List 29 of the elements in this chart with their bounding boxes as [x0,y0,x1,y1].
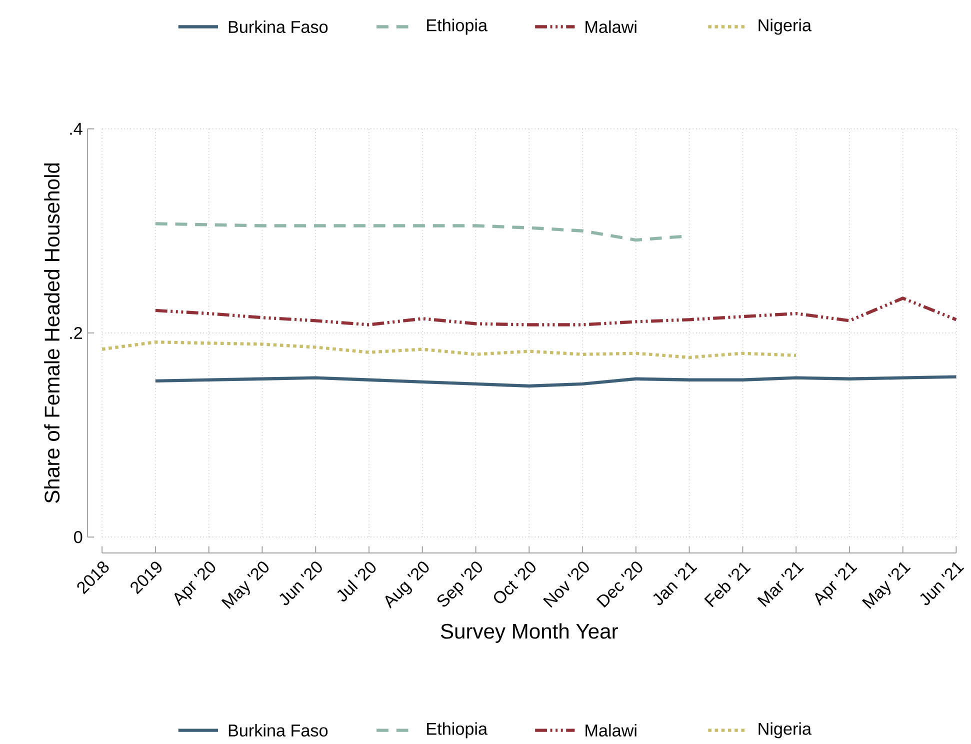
legend-label: Malawi [586,20,636,33]
y-tick-label: .4 [70,122,82,135]
y-tick-label: 0 [74,530,82,544]
y-tick-label: .2 [70,326,82,339]
x-tick-label: Jan '21 [653,562,698,606]
x-tick-label: Mar '21 [757,562,804,607]
legend-label: Nigeria [758,18,812,35]
y-axis-title: Share of Female Headed Household [44,163,60,503]
x-tick-label: Apr '21 [815,562,858,606]
text: Burkina Faso [228,20,328,33]
x-tick-label: Sep '20 [437,562,482,607]
text: Nigeria [758,722,812,738]
x-tick-label: Apr '20 [174,562,216,606]
x-tick-label: Jun '21 [920,562,964,606]
x-tick-label: May '20 [221,562,269,609]
x-tick-label: Jul '20 [337,562,376,602]
x-tick-label: Nov '20 [543,562,589,608]
text: Ethiopia [427,722,488,738]
x-tick-label: Feb '21 [704,562,751,608]
legend-label: Burkina Faso [228,724,328,736]
text: Malawi [586,724,636,736]
x-tick-label: Oct '20 [494,562,536,604]
x-tick-label: Dec '20 [596,562,642,608]
x-tick-label: Jun '20 [280,562,322,606]
x-tick-label: Aug '20 [385,562,429,608]
x-axis-title: Survey Month Year [440,623,618,643]
line-series [154,296,958,326]
x-tick-label: May '21 [862,562,911,609]
legend-label: Ethiopia [427,18,488,35]
